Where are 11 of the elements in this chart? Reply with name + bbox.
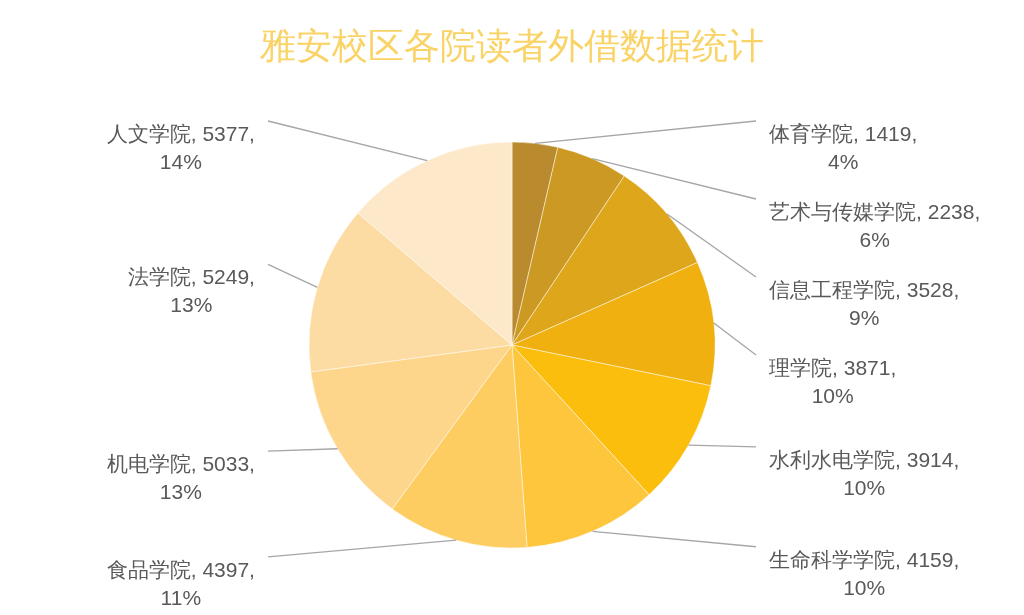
slice-label: 法学院, 5249, 13% bbox=[127, 265, 255, 317]
slice-label: 机电学院, 5033, 13% bbox=[106, 452, 255, 504]
slice-label: 体育学院, 1419, 4% bbox=[769, 122, 918, 173]
slice-label: 信息工程学院, 3528, 9% bbox=[769, 278, 960, 329]
slice-label: 食品学院, 4397, 11% bbox=[106, 557, 255, 609]
slice-label: 艺术与传媒学院, 2238, 6% bbox=[769, 200, 981, 251]
slice-label: 生命科学学院, 4159, 10% bbox=[769, 547, 960, 599]
slice-label: 人文学院, 5377, 14% bbox=[106, 122, 255, 173]
slice-label: 水利水电学院, 3914, 10% bbox=[769, 447, 960, 499]
slice-label: 理学院, 3871, 10% bbox=[769, 356, 897, 407]
chart-title: 雅安校区各院读者外借数据统计 bbox=[260, 25, 764, 66]
